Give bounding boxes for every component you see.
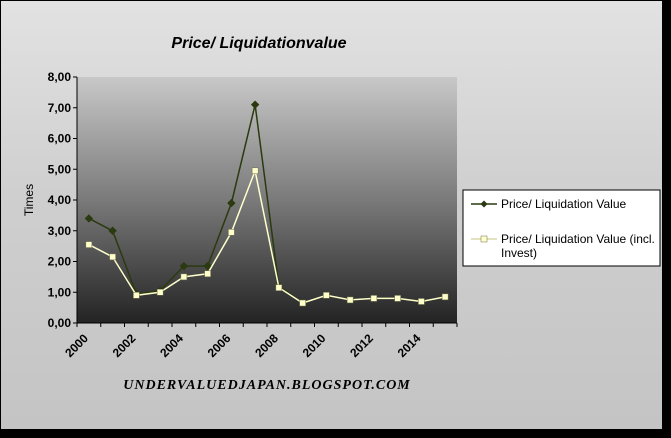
data-point (441, 293, 449, 301)
y-tick-label: 6,00 (48, 132, 72, 146)
data-point (228, 229, 235, 236)
data-point (227, 198, 236, 208)
data-point (85, 241, 93, 248)
y-tick-label: 2,00 (48, 255, 72, 269)
data-point (156, 289, 164, 296)
data-point (346, 296, 354, 304)
data-point (108, 226, 117, 235)
y-tick-label: 5,00 (48, 162, 72, 176)
y-tick-label: 8,00 (48, 70, 72, 84)
legend-marker (480, 200, 488, 208)
data-point (179, 261, 189, 271)
y-tick-labels: 0,00 1,00 2,00 3,00 4,00 5,00 6,00 7,00 8,00 (48, 70, 77, 330)
data-point (133, 292, 140, 299)
series-line-1 (88, 168, 446, 304)
data-point (370, 295, 378, 302)
legend-items: Price/ Liquidation Value Price/ Liquidati… (471, 197, 655, 260)
chart-title: Price/ Liquidationvalue (171, 35, 346, 52)
data-point (203, 261, 212, 271)
data-point (418, 298, 425, 305)
data-point (251, 167, 259, 175)
legend-label: Price/ Liquidation Value (501, 197, 627, 211)
legend-marker (480, 235, 488, 243)
y-axis-label: Times (22, 184, 36, 216)
data-point (109, 253, 116, 261)
footer-text: UNDERVALUEDJAPAN.BLOGSPOT.COM (123, 378, 411, 393)
legend-label: Price/ Liquidation Value (incl. (501, 232, 655, 246)
data-point (204, 270, 211, 278)
y-tick-label: 7,00 (48, 101, 72, 115)
data-point (180, 273, 188, 281)
y-tick-label: 0,00 (48, 316, 72, 330)
data-point (394, 295, 401, 302)
data-point (299, 299, 306, 307)
series-layer (84, 100, 450, 308)
y-tick-label: 3,00 (48, 224, 72, 238)
data-point (84, 214, 94, 223)
y-tick-label: 1,00 (48, 285, 72, 299)
data-point (323, 292, 330, 299)
data-point (275, 284, 283, 291)
y-tick-label: 4,00 (48, 193, 72, 207)
legend-label: Invest) (501, 246, 537, 260)
legend (462, 189, 661, 267)
data-point (250, 100, 260, 109)
